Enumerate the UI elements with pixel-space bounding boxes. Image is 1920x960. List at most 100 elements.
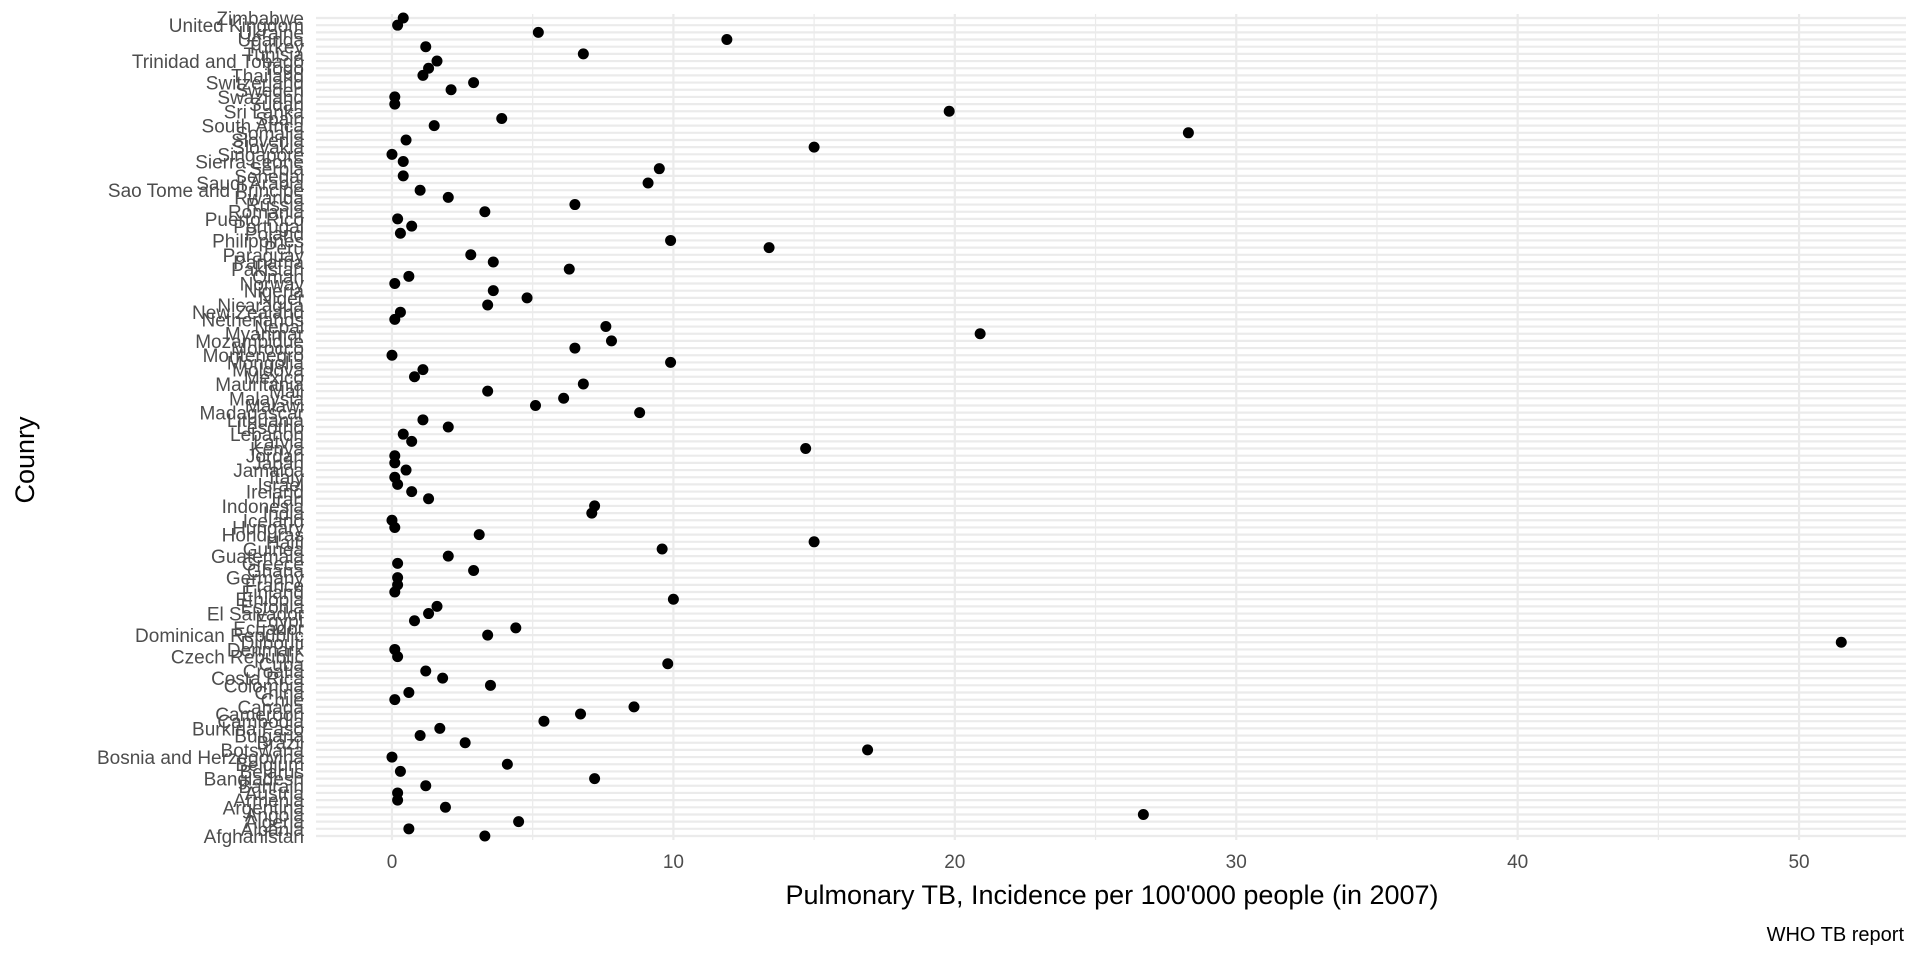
- gridlines: [316, 14, 1906, 840]
- data-point: [589, 773, 601, 785]
- y-tick-label: Malawi: [245, 396, 304, 417]
- y-tick-label: Lithuania: [227, 411, 305, 432]
- data-point: [394, 765, 406, 777]
- y-tick-label: Portugal: [233, 217, 304, 238]
- data-point: [431, 600, 443, 612]
- data-point: [397, 170, 409, 182]
- y-tick-label: Bulgaria: [234, 727, 304, 748]
- data-point: [403, 686, 415, 698]
- y-tick-label: Jordan: [246, 447, 304, 468]
- x-axis-label: Pulmonary TB, Incidence per 100'000 peop…: [785, 880, 1438, 910]
- x-tick-labels: 0 10 20 30 40 50: [387, 852, 1810, 873]
- data-point: [394, 306, 406, 318]
- x-tick-label: 20: [944, 852, 965, 873]
- y-tick-label: Denmark: [227, 640, 305, 661]
- data-point: [423, 493, 435, 505]
- data-point: [392, 572, 404, 584]
- y-tick-label: Guatemala: [211, 547, 304, 568]
- y-tick-label: Sri Lanka: [224, 102, 305, 123]
- y-tick-label: Lesotho: [236, 418, 304, 439]
- y-tick-label: Mongolia: [227, 353, 305, 374]
- y-tick-label: Paraguay: [223, 246, 305, 267]
- y-tick-label: Lebanon: [230, 425, 304, 446]
- x-tick-label: 50: [1788, 852, 1809, 873]
- data-point: [389, 277, 401, 289]
- data-point: [428, 120, 440, 132]
- y-tick-label: Sweden: [235, 81, 304, 102]
- y-tick-label: Djibouti: [241, 633, 304, 654]
- y-tick-label: Nepal: [254, 318, 304, 339]
- y-tick-label: Thailand: [231, 66, 304, 87]
- y-tick-label: Turkey: [247, 38, 305, 59]
- y-tick-label: India: [263, 504, 305, 525]
- y-tick-label: United Kingdom: [169, 16, 304, 37]
- data-point: [558, 392, 570, 404]
- y-tick-label: Slovenia: [231, 131, 304, 152]
- y-tick-label: Egypt: [255, 612, 304, 633]
- data-point: [642, 177, 654, 189]
- data-point: [434, 722, 446, 734]
- y-tick-label: Ecuador: [233, 619, 304, 640]
- data-point: [605, 335, 617, 347]
- y-tick-label: El Salvador: [207, 605, 305, 626]
- y-tick-label: Mexico: [244, 368, 304, 389]
- data-point: [414, 730, 426, 742]
- data-point: [420, 41, 432, 53]
- data-point: [442, 191, 454, 203]
- y-tick-label: Iceland: [243, 511, 304, 532]
- data-point: [800, 443, 812, 455]
- data-points: [386, 12, 1847, 842]
- y-tick-label: Greece: [242, 554, 304, 575]
- y-tick-label: Czech Republic: [171, 648, 304, 669]
- y-tick-label: Philippines: [212, 231, 304, 252]
- y-tick-label: Bahrain: [239, 777, 305, 798]
- data-point: [403, 270, 415, 282]
- y-tick-label: Germany: [226, 569, 305, 590]
- y-tick-label: Malaysia: [229, 389, 304, 410]
- y-tick-label: Guinea: [243, 540, 305, 561]
- data-point: [400, 464, 412, 476]
- y-tick-label: Bangladesh: [204, 770, 304, 791]
- y-tick-label: Morocco: [231, 339, 304, 360]
- y-tick-label: Spain: [255, 109, 304, 130]
- y-tick-label: Botswana: [221, 741, 305, 762]
- y-tick-label: Mauritania: [215, 375, 304, 396]
- y-tick-label: Swaziland: [217, 88, 304, 109]
- data-point: [482, 629, 494, 641]
- data-point: [423, 62, 435, 74]
- data-point: [386, 148, 398, 160]
- y-tick-label: Rwanda: [234, 188, 304, 209]
- data-point: [445, 84, 457, 96]
- data-point: [420, 780, 432, 792]
- y-tick-label: Hungary: [232, 518, 304, 539]
- data-point: [479, 206, 491, 218]
- x-tick-label: 40: [1507, 852, 1528, 873]
- data-point: [662, 658, 674, 670]
- y-tick-label: Iran: [271, 490, 304, 511]
- y-tick-label: South Africa: [202, 117, 305, 138]
- y-axis-label: Counry: [10, 416, 40, 504]
- y-tick-label: Italy: [269, 468, 304, 489]
- data-point: [459, 737, 471, 749]
- y-tick-label: Switzerland: [206, 74, 304, 95]
- y-tick-label: Russia: [246, 196, 305, 217]
- data-point: [414, 184, 426, 196]
- y-tick-label: Sierra Leone: [195, 153, 304, 174]
- data-point: [389, 91, 401, 103]
- data-point: [1137, 808, 1149, 820]
- data-point: [628, 701, 640, 713]
- data-point: [439, 801, 451, 813]
- y-tick-label: Croatia: [243, 662, 305, 683]
- data-point: [569, 199, 581, 211]
- data-point: [496, 112, 508, 124]
- data-point: [420, 665, 432, 677]
- y-tick-label: Mali: [269, 382, 304, 403]
- y-tick-label: Austria: [245, 784, 305, 805]
- y-tick-label: Albania: [241, 820, 305, 841]
- data-point: [484, 679, 496, 691]
- data-point: [763, 242, 775, 254]
- y-tick-label: France: [245, 576, 304, 597]
- data-point: [862, 744, 874, 756]
- y-tick-label: Jamaica: [233, 461, 304, 482]
